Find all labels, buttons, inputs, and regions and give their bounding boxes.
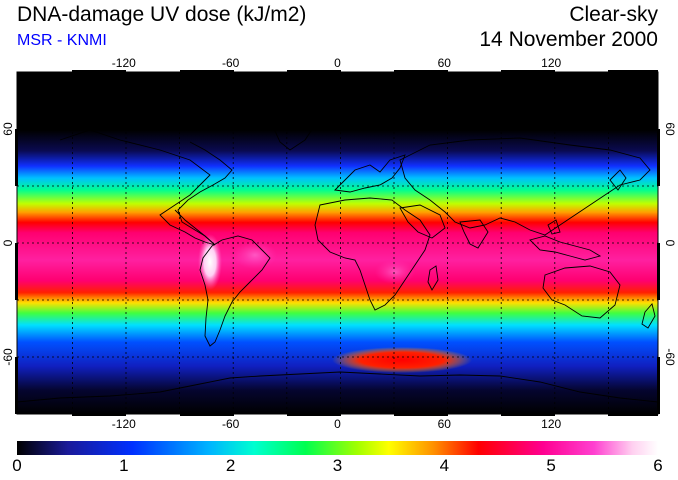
- lat-tick-label-right: 60: [663, 122, 677, 136]
- lon-tick-label-top: -60: [222, 56, 240, 70]
- colorbar-tick-label: 3: [332, 456, 343, 475]
- africa-south-highlight: [375, 260, 415, 284]
- frame-ticks: [15, 70, 660, 416]
- lon-tick-label-top: -120: [112, 56, 136, 70]
- lat-ticks-left: 60 0 -60: [1, 122, 15, 366]
- sky-condition: Clear-sky: [569, 3, 658, 26]
- coastlines: [17, 111, 658, 403]
- andes-hotspot: [198, 234, 222, 290]
- lon-tick-label-bottom: -60: [222, 417, 240, 431]
- antarctic-hotspot: [332, 347, 472, 373]
- lon-tick-label-top: 0: [334, 56, 341, 70]
- lat-tick-label-right: -60: [663, 348, 677, 366]
- colorbar-tick-label: 6: [653, 456, 663, 475]
- date-label: 14 November 2000: [479, 28, 658, 51]
- africa-highlight: [233, 241, 277, 269]
- lat-tick-label-left: -60: [1, 348, 15, 366]
- title: DNA-damage UV dose (kJ/m2): [17, 3, 307, 26]
- lon-ticks-top: -120 -60 0 60 120: [112, 56, 562, 70]
- lon-tick-label-bottom: 0: [334, 417, 341, 431]
- lon-tick-label-bottom: -120: [112, 417, 136, 431]
- graticule: [17, 72, 658, 414]
- lon-ticks-bottom: -120 -60 0 60 120: [112, 417, 562, 431]
- lat-ticks-right: 60 0 -60: [663, 122, 677, 366]
- lat-tick-label-left: 60: [1, 122, 15, 136]
- lon-tick-label-top: 60: [438, 56, 452, 70]
- colorbar-tick-label: 0: [12, 456, 22, 475]
- colorbar-tick-label: 4: [439, 456, 450, 475]
- lon-tick-label-bottom: 60: [438, 417, 452, 431]
- colorbar: [17, 441, 658, 455]
- colorbar-tick-label: 2: [225, 456, 236, 475]
- colorbar-tick-label: 1: [119, 456, 129, 475]
- source-label: MSR - KNMI: [17, 32, 107, 49]
- colorbar-tick-label: 5: [546, 456, 556, 475]
- lon-tick-label-bottom: 120: [541, 417, 561, 431]
- lat-tick-label-right: 0: [663, 240, 677, 247]
- lon-tick-label-top: 120: [541, 56, 561, 70]
- map-features: [17, 72, 658, 414]
- lat-tick-label-left: 0: [1, 239, 15, 246]
